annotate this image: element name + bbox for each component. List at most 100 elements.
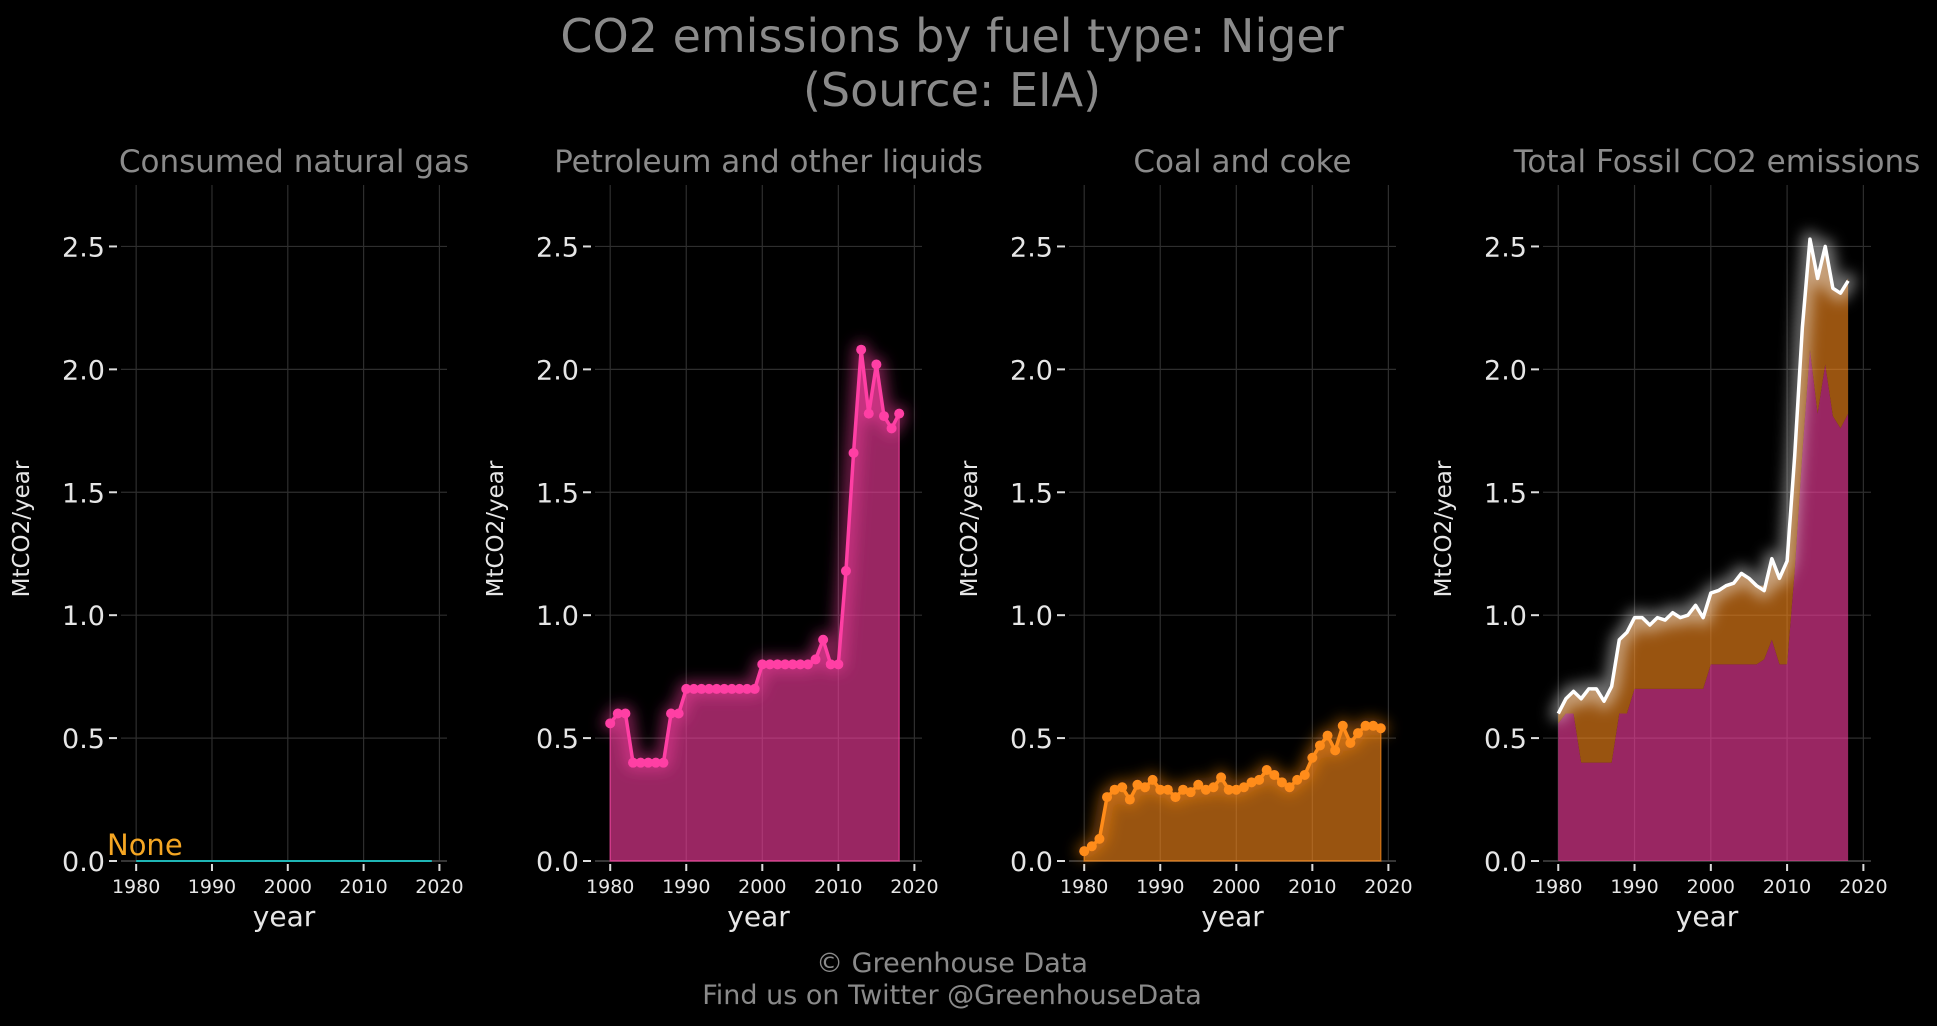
data-point xyxy=(856,344,867,355)
x-tick-label: 2000 xyxy=(264,876,312,898)
x-tick-label: 2000 xyxy=(1212,876,1260,898)
data-point xyxy=(1162,784,1173,795)
chart-panel-4: 0.0 0.5 1.0 1.5 2.0 2.5 1980 1990 2000 2010 2020 To… xyxy=(1431,144,1920,933)
x-axis-label: year xyxy=(253,900,316,933)
y-tick-label: 1.5 xyxy=(1484,478,1527,509)
data-point xyxy=(1193,779,1204,790)
y-tick-label: 2.5 xyxy=(536,232,579,263)
data-point xyxy=(1337,720,1348,731)
y-tick-label: 1.0 xyxy=(1484,601,1527,632)
y-tick-label: 2.0 xyxy=(536,355,579,386)
x-tick-label: 1990 xyxy=(662,876,710,898)
data-point xyxy=(650,757,661,768)
x-tick-label: 2020 xyxy=(415,876,463,898)
data-point xyxy=(1079,846,1090,857)
data-point xyxy=(1178,784,1189,795)
data-point xyxy=(681,683,692,694)
x-tick-label: 2020 xyxy=(1364,876,1412,898)
y-tick-label: 1.0 xyxy=(536,601,579,632)
data-point xyxy=(878,411,889,422)
x-tick-label: 2010 xyxy=(1763,876,1811,898)
y-tick-label: 2.0 xyxy=(1484,355,1527,386)
stack-area-petroleum xyxy=(1558,349,1849,861)
data-point xyxy=(1314,740,1325,751)
data-point xyxy=(1375,723,1386,734)
x-tick-label: 2020 xyxy=(890,876,938,898)
footer-copyright: © Greenhouse Data xyxy=(816,948,1088,979)
y-tick-label: 2.0 xyxy=(62,355,105,386)
data-point xyxy=(1132,779,1143,790)
data-point xyxy=(628,757,639,768)
data-point xyxy=(795,659,806,670)
x-tick-label: 1980 xyxy=(112,876,160,898)
data-point xyxy=(658,757,669,768)
y-tick-label: 2.0 xyxy=(1010,355,1053,386)
data-point xyxy=(1254,774,1265,785)
data-point xyxy=(818,634,829,645)
data-point xyxy=(666,708,677,719)
x-axis-label: year xyxy=(727,900,790,933)
y-axis-label: MtCO2/year xyxy=(483,460,509,597)
data-point xyxy=(833,659,844,670)
data-point xyxy=(764,659,775,670)
y-tick-label: 1.0 xyxy=(1010,601,1053,632)
data-point xyxy=(825,659,836,670)
data-point xyxy=(1147,774,1158,785)
y-axis-label: MtCO2/year xyxy=(9,460,35,597)
x-tick-label: 1980 xyxy=(586,876,634,898)
data-point xyxy=(1299,769,1310,780)
data-point xyxy=(620,708,631,719)
data-point xyxy=(742,683,753,694)
data-point xyxy=(612,708,623,719)
y-axis-label: MtCO2/year xyxy=(1431,460,1457,597)
data-point xyxy=(1284,782,1295,793)
data-point xyxy=(1117,782,1128,793)
y-axis-label: MtCO2/year xyxy=(957,460,983,597)
x-tick-label: 2000 xyxy=(738,876,786,898)
y-tick-label: 1.5 xyxy=(62,478,105,509)
data-point xyxy=(1094,833,1105,844)
y-tick-label: 0.5 xyxy=(1484,724,1527,755)
panel-title: Consumed natural gas xyxy=(119,144,469,180)
data-point xyxy=(1208,782,1219,793)
data-point xyxy=(780,659,791,670)
data-point xyxy=(1231,784,1242,795)
data-point xyxy=(1269,769,1280,780)
y-tick-label: 0.5 xyxy=(536,724,579,755)
data-point xyxy=(1170,792,1181,803)
data-point xyxy=(802,659,813,670)
data-point xyxy=(1185,787,1196,798)
data-point xyxy=(1322,730,1333,741)
data-point xyxy=(643,757,654,768)
y-tick-label: 1.5 xyxy=(536,478,579,509)
data-point xyxy=(726,683,737,694)
data-point xyxy=(605,718,616,729)
data-point xyxy=(1307,752,1318,763)
x-tick-label: 1980 xyxy=(1534,876,1582,898)
data-point xyxy=(772,659,783,670)
x-tick-label: 1990 xyxy=(1610,876,1658,898)
figure-title: CO2 emissions by fuel type: Niger xyxy=(560,9,1343,63)
data-point xyxy=(688,683,699,694)
x-tick-label: 2020 xyxy=(1839,876,1887,898)
y-tick-label: 0.5 xyxy=(62,724,105,755)
data-point xyxy=(886,423,897,434)
data-point xyxy=(848,447,859,458)
data-point xyxy=(810,654,821,665)
x-tick-label: 2010 xyxy=(339,876,387,898)
chart-panel-1: 0.0 0.5 1.0 1.5 2.0 2.5 1980 1990 2000 2010 2020 Co… xyxy=(9,144,469,933)
x-tick-label: 1990 xyxy=(188,876,236,898)
data-point xyxy=(749,683,760,694)
y-tick-label: 0.0 xyxy=(536,847,579,878)
x-tick-label: 1980 xyxy=(1060,876,1108,898)
no-data-annotation: None xyxy=(107,828,183,862)
series-line xyxy=(1556,237,1850,715)
x-tick-label: 2010 xyxy=(1288,876,1336,898)
y-tick-label: 2.5 xyxy=(1484,232,1527,263)
x-axis-label: year xyxy=(1676,900,1739,933)
chart-panel-3: 0.0 0.5 1.0 1.5 2.0 2.5 1980 1990 2000 2010 2020 Co… xyxy=(957,144,1413,933)
data-point xyxy=(1102,792,1113,803)
data-point xyxy=(1276,777,1287,788)
data-point xyxy=(1200,784,1211,795)
